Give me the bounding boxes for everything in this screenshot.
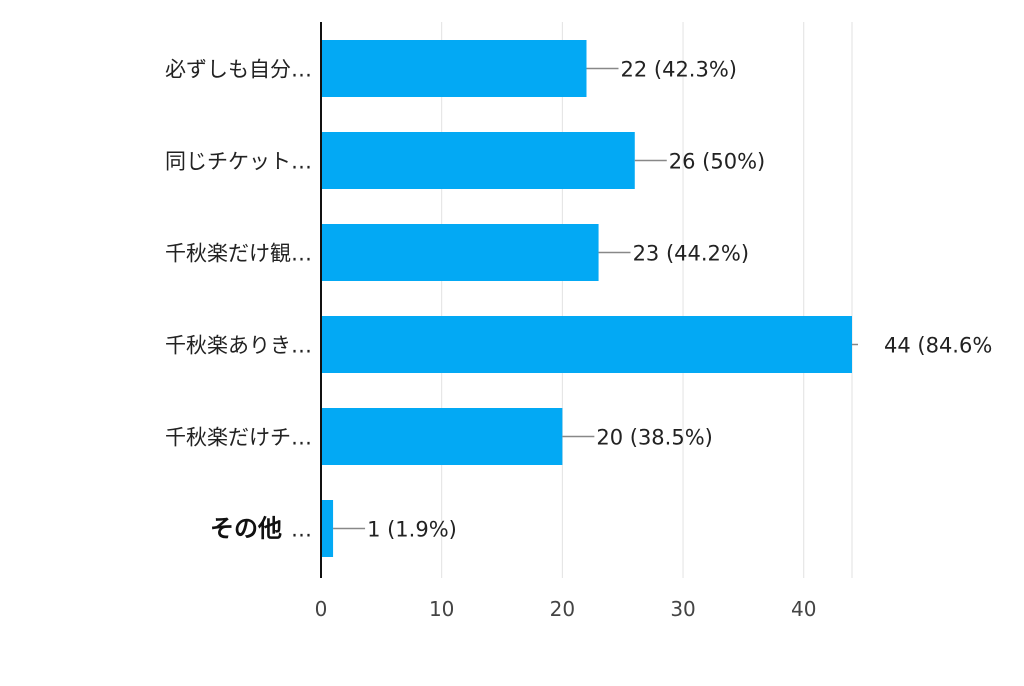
data-label-3: 44 (84.6%: [884, 334, 992, 358]
bars: [321, 40, 852, 557]
x-tick-label-10: 10: [429, 597, 454, 621]
data-label-2: 23 (44.2%): [633, 242, 750, 266]
axes: 0 10 20 30 40: [315, 22, 816, 621]
data-label-4: 20 (38.5%): [596, 426, 713, 450]
bar-2: [321, 224, 599, 281]
bar-1: [321, 132, 635, 189]
x-tick-label-30: 30: [670, 597, 695, 621]
category-label-3: 千秋楽ありき…: [165, 334, 312, 358]
category-label-0: 必ずしも自分…: [165, 58, 312, 82]
category-label-suffix-5: …: [291, 518, 312, 542]
data-label-5: 1 (1.9%): [367, 518, 457, 542]
labels: 必ずしも自分… 22 (42.3%) 同じチケット… 26 (50%) 千秋楽だけ観… 2…: [165, 58, 992, 543]
x-tick-label-0: 0: [315, 597, 328, 621]
category-label-5: その他: [210, 515, 282, 543]
bar-0: [321, 40, 587, 97]
category-label-4: 千秋楽だけチ…: [165, 426, 312, 450]
x-tick-label-40: 40: [791, 597, 816, 621]
x-tick-label-20: 20: [550, 597, 575, 621]
category-label-1: 同じチケット…: [165, 150, 312, 174]
bar-4: [321, 408, 563, 465]
category-label-2: 千秋楽だけ観…: [165, 242, 312, 266]
bar-3: [321, 316, 852, 373]
bar-5: [321, 500, 334, 557]
data-label-1: 26 (50%): [669, 150, 765, 174]
gridlines: [441, 22, 853, 578]
data-label-0: 22 (42.3%): [621, 58, 738, 82]
